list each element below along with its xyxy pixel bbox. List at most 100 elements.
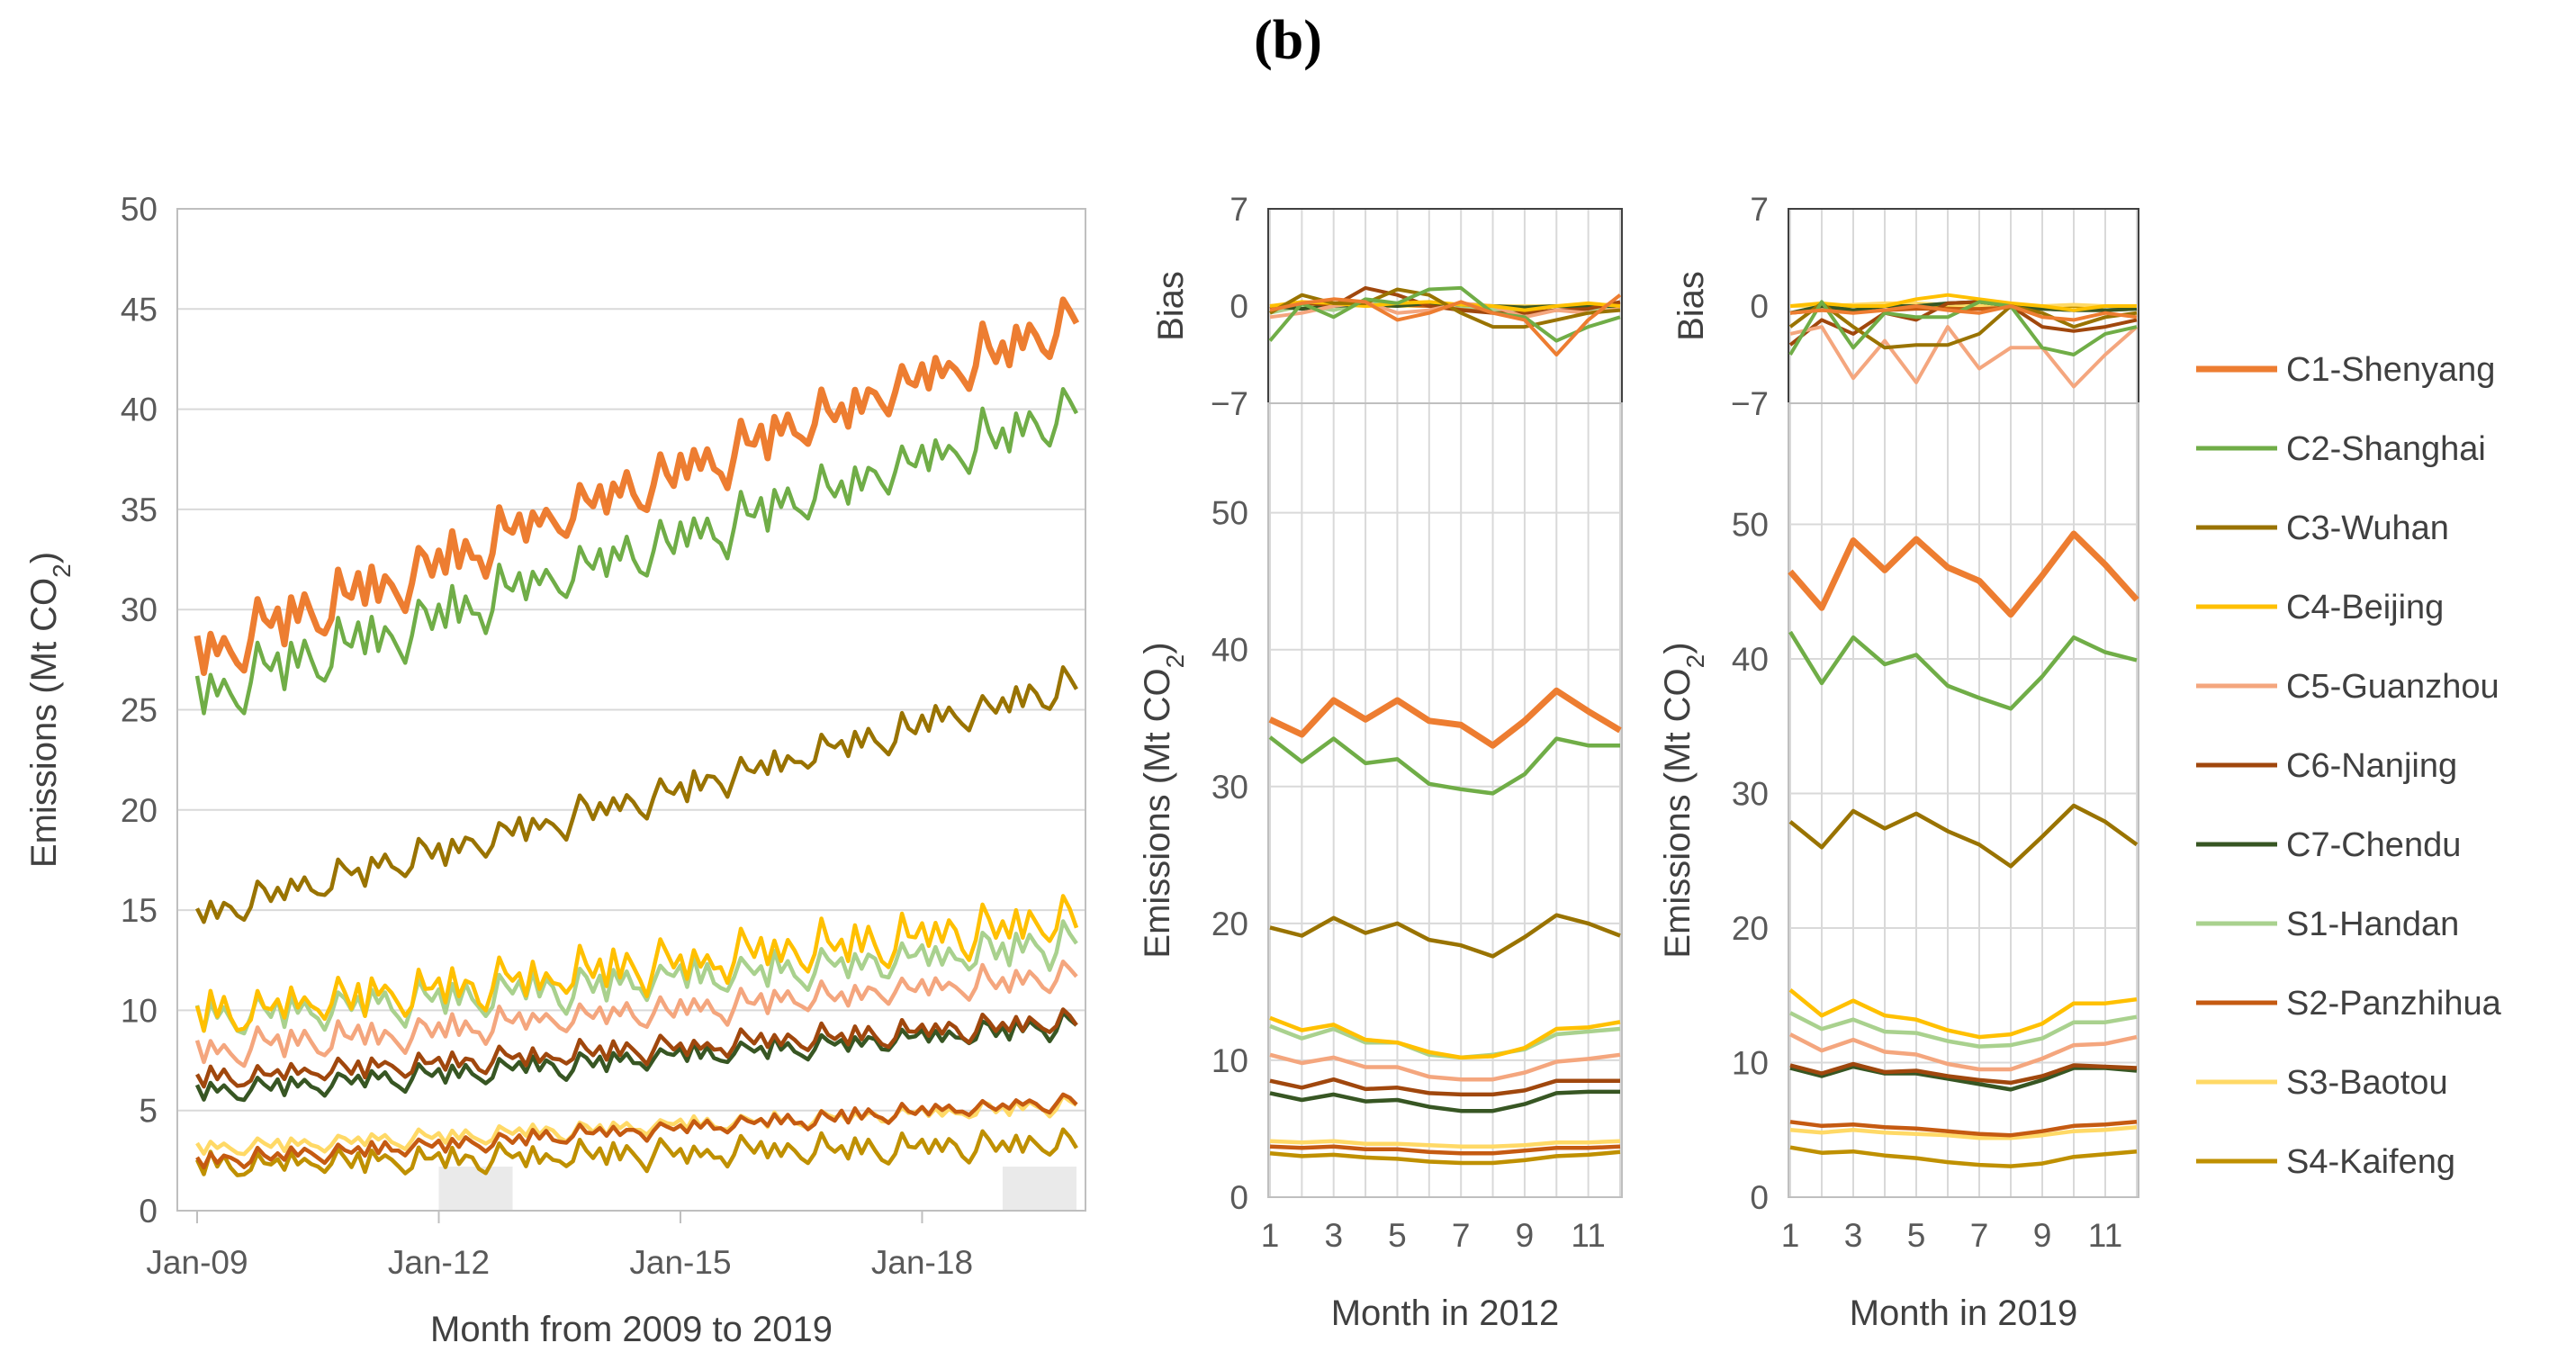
series-line-c7-chendu <box>1269 1089 1620 1113</box>
x-tick-label: 7 <box>1970 1217 1989 1254</box>
y-tick-label: 0 <box>139 1193 158 1230</box>
x-tick-label: 1 <box>1261 1217 1280 1254</box>
series-line-s4-kaifeng <box>1269 1149 1621 1166</box>
series-line-c4-beijing <box>1788 988 2138 1040</box>
legend-label-c7-chendu: C7-Chendu <box>2286 826 2461 864</box>
x-tick-label: 11 <box>2088 1217 2122 1254</box>
series-line-c6-nanjing <box>1269 1077 1620 1097</box>
x-axis-label: Month in 2012 <box>1331 1293 1560 1333</box>
bias-line-c6-nanjing <box>1788 300 2138 347</box>
y-tick-label: 0 <box>1750 1179 1769 1216</box>
x-tick-label: Jan-18 <box>871 1244 973 1281</box>
series-line-c7-chendu <box>194 1010 1078 1103</box>
bias-line-c2-shanghai <box>1788 300 2138 356</box>
series-line-c1-shenyang <box>194 296 1080 676</box>
series-line-s2-panzhihua <box>195 1092 1078 1170</box>
y-tick-label: 5 <box>139 1093 158 1130</box>
legend-label-c5-guanzhou: C5-Guanzhou <box>2286 668 2499 706</box>
x-tick-label: Jan-15 <box>629 1244 731 1281</box>
bias-line-c4-beijing <box>1789 293 2137 312</box>
legend-label-s2-panzhihua: S2-Panzhihua <box>2286 985 2502 1023</box>
x-tick-label: Jan-12 <box>388 1244 490 1281</box>
y-axis-label: Emissions (Mt CO2) <box>1138 642 1189 958</box>
legend-label-c1-shenyang: C1-Shenyang <box>2286 351 2495 389</box>
legend-label-c3-wuhan: C3-Wuhan <box>2286 509 2449 547</box>
x-tick-label: 1 <box>1781 1217 1800 1254</box>
x-tick-label: Jan-09 <box>146 1244 248 1281</box>
bias-tick-label: 7 <box>1750 191 1769 228</box>
x-tick-label: 5 <box>1907 1217 1926 1254</box>
bias-line-c5-guanzhou <box>1789 325 2139 389</box>
y-tick-label: 35 <box>121 491 158 528</box>
x-tick-label: 7 <box>1452 1217 1471 1254</box>
y-tick-label: 15 <box>121 892 158 929</box>
legend-label-s1-handan: S1-Handan <box>2286 906 2459 943</box>
series-line-s3-baotou <box>1789 1125 2138 1140</box>
series-line-c7-chendu <box>1789 1064 2138 1092</box>
legend-label-c6-nanjing: C6-Nanjing <box>2286 747 2457 785</box>
series-line-s2-panzhihua <box>1269 1144 1621 1156</box>
x-axis-label: Month in 2019 <box>1850 1293 2078 1333</box>
bias-line-c3-wuhan <box>1269 287 1621 329</box>
x-tick-label: 9 <box>2033 1217 2052 1254</box>
bias-line-c1-shenyang <box>1269 293 1622 356</box>
series-line-c3-wuhan <box>1788 803 2139 869</box>
y-tick-label: 40 <box>1211 632 1248 669</box>
series-line-s2-panzhihua <box>1789 1120 2138 1138</box>
y-tick-label: 50 <box>1211 495 1248 532</box>
bias-tick-label: 0 <box>1229 288 1248 325</box>
x-tick-label: 9 <box>1516 1217 1535 1254</box>
series-line-c6-nanjing <box>1789 1061 2138 1086</box>
bias-line-c2-shanghai <box>1268 285 1621 343</box>
series-line-s3-baotou <box>1269 1139 1621 1149</box>
emissions-frame <box>1788 402 2139 1198</box>
series-line-c4-beijing <box>1269 1015 1621 1060</box>
y-tick-label: 10 <box>121 992 158 1029</box>
bias-tick-label: 7 <box>1229 191 1248 228</box>
series-line-c2-shanghai <box>1788 630 2138 711</box>
shaded-period-2019 <box>1002 1167 1076 1211</box>
legend-label-c4-beijing: C4-Beijing <box>2286 589 2444 626</box>
series-line-c1-shenyang <box>1268 687 1622 749</box>
y-tick-label: 50 <box>1732 507 1769 544</box>
y-tick-label: 40 <box>121 392 158 428</box>
bias-axis-label: Bias <box>1151 271 1191 341</box>
y-tick-label: 10 <box>1732 1045 1769 1082</box>
shaded-period-2012 <box>438 1167 513 1211</box>
series-line-c1-shenyang <box>1788 530 2139 618</box>
series-line-s4-kaifeng <box>194 1127 1078 1177</box>
series-line-c3-wuhan <box>194 665 1078 924</box>
x-tick-label: 11 <box>1571 1217 1605 1254</box>
x-tick-label: 3 <box>1844 1217 1863 1254</box>
y-axis-label: Emissions (Mt CO2) <box>1658 642 1709 958</box>
legend-label-s3-baotou: S3-Baotou <box>2286 1064 2448 1102</box>
bias-tick-label: 0 <box>1750 288 1769 325</box>
bias-line-c3-wuhan <box>1788 301 2138 350</box>
y-tick-label: 20 <box>121 792 158 829</box>
y-tick-label: 10 <box>1211 1042 1248 1079</box>
y-tick-label: 30 <box>1211 769 1248 806</box>
series-line-c5-guanzhou <box>194 960 1078 1068</box>
series-line-s1-handan <box>194 919 1078 1036</box>
bias-line-c1-shenyang <box>1789 304 2138 322</box>
x-tick-label: 5 <box>1388 1217 1407 1254</box>
series-line-c6-nanjing <box>195 1007 1078 1089</box>
x-axis-label: Month from 2009 to 2019 <box>430 1310 833 1349</box>
legend-label-c2-shanghai: C2-Shanghai <box>2286 430 2486 468</box>
y-tick-label: 45 <box>121 291 158 328</box>
y-tick-label: 0 <box>1229 1179 1248 1216</box>
bias-tick-label: −7 <box>1211 385 1248 422</box>
series-line-c5-guanzhou <box>1269 1052 1621 1082</box>
x-tick-label: 3 <box>1324 1217 1343 1254</box>
y-tick-label: 50 <box>121 191 158 228</box>
series-line-c5-guanzhou <box>1788 1032 2138 1072</box>
bias-axis-label: Bias <box>1671 271 1711 341</box>
series-line-c4-beijing <box>194 894 1079 1033</box>
series-line-c2-shanghai <box>1268 735 1620 796</box>
plot-frame <box>176 208 1086 1212</box>
y-tick-label: 25 <box>121 692 158 729</box>
y-axis-label: Emissions (Mt CO2) <box>24 552 76 868</box>
emissions-frame <box>1267 402 1623 1198</box>
bias-tick-label: −7 <box>1731 385 1769 422</box>
y-tick-label: 20 <box>1732 910 1769 947</box>
